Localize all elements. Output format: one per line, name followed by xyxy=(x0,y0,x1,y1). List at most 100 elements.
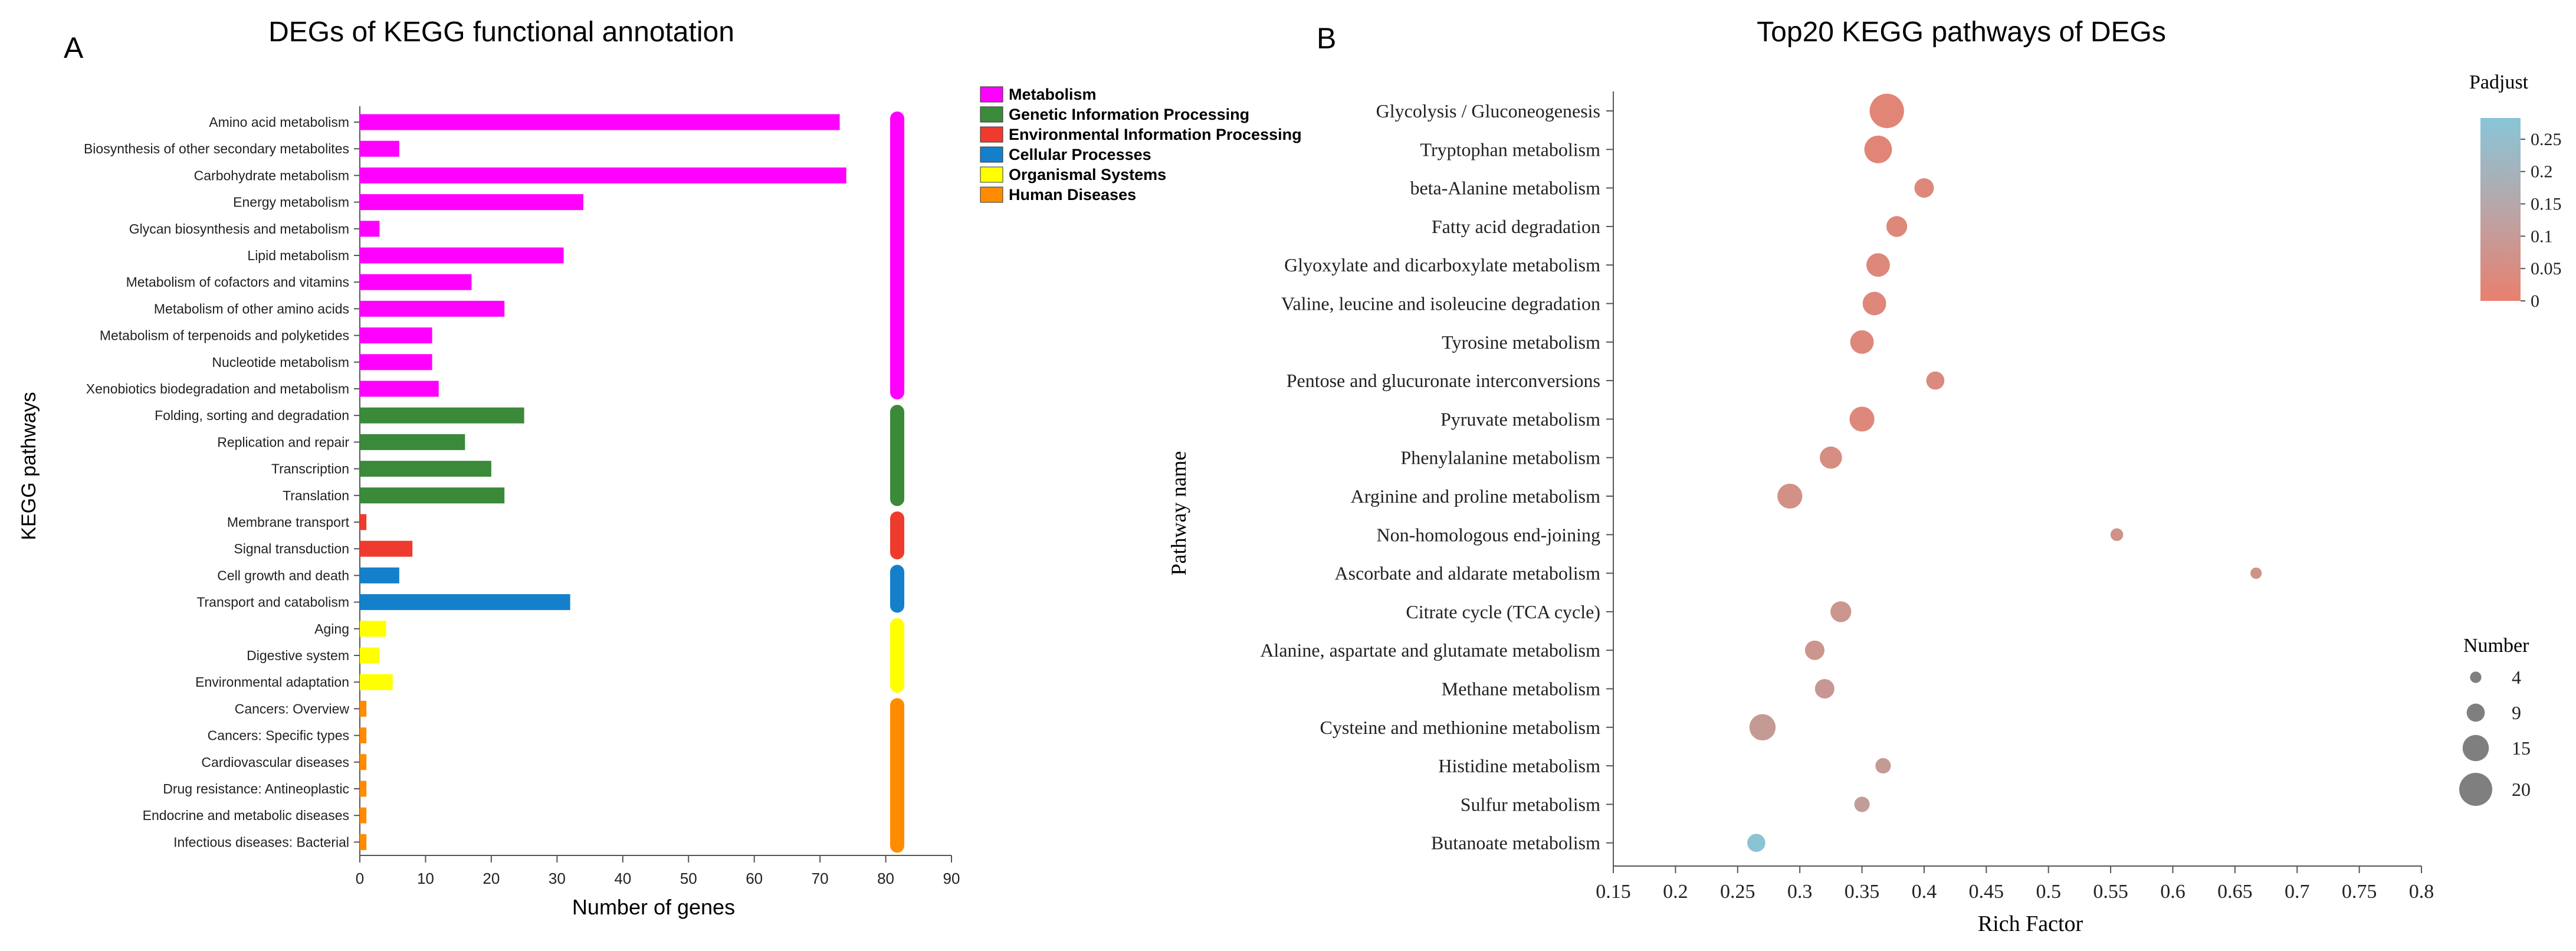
bar xyxy=(360,407,524,424)
x-tick-label: 40 xyxy=(614,870,631,887)
x-tick-label: 0.25 xyxy=(1720,881,1755,903)
x-tick-label: 0.75 xyxy=(2342,881,2377,903)
x-tick-label: 0.3 xyxy=(1787,881,1813,903)
category-label: Lipid metabolism xyxy=(247,248,349,263)
category-label: Cancers: Overview xyxy=(235,701,350,716)
point xyxy=(1914,178,1934,198)
point xyxy=(1866,253,1890,277)
panel-b-label: B xyxy=(1317,22,1336,55)
padjust-colorbar-ticks: 0.25 0.2 0.15 0.1 0.05 0 xyxy=(2521,130,2562,311)
x-tick-label: 0.4 xyxy=(1912,881,1937,903)
number-size-legend: 4 9 15 20 xyxy=(2459,667,2531,806)
category-label: Transcription xyxy=(271,461,349,477)
group-band xyxy=(890,112,904,399)
point xyxy=(1849,406,1875,432)
pathway-label: Citrate cycle (TCA cycle) xyxy=(1406,601,1600,622)
bar xyxy=(360,247,564,264)
category-label: Endocrine and metabolic diseases xyxy=(143,808,349,823)
category-label: Cardiovascular diseases xyxy=(201,755,349,770)
size-legend-label: 4 xyxy=(2512,667,2521,688)
point xyxy=(1747,834,1766,852)
x-tick-label: 0.7 xyxy=(2285,881,2310,903)
x-tick-label: 0.2 xyxy=(1663,881,1688,903)
group-band xyxy=(890,565,904,613)
legend-swatch xyxy=(980,186,1003,203)
x-tick-label: 0.35 xyxy=(1845,881,1880,903)
pathway-label: Alanine, aspartate and glutamate metabol… xyxy=(1260,640,1600,661)
point xyxy=(1850,330,1874,354)
legend-label: Organismal Systems xyxy=(1009,166,1166,183)
bar xyxy=(360,834,367,850)
panel-b-points xyxy=(1747,93,2262,852)
number-legend-title: Number xyxy=(2463,635,2529,657)
legend-label: Genetic Information Processing xyxy=(1009,106,1249,123)
bar xyxy=(360,781,367,797)
panel-b-x-ticks: 0.15 0.2 0.25 0.3 0.35 0.4 0.45 0.5 0.55 0.6 0.65 0… xyxy=(1596,866,2434,903)
category-label: Carbohydrate metabolism xyxy=(194,168,349,183)
bar xyxy=(360,540,413,557)
panel-a-category-labels: Amino acid metabolism Biosynthesis of oth… xyxy=(84,114,360,850)
category-label: Translation xyxy=(283,488,349,503)
size-legend-label: 9 xyxy=(2512,702,2521,723)
bar xyxy=(360,621,386,637)
size-legend-label: 15 xyxy=(2512,737,2531,759)
panel-a-label: A xyxy=(64,31,84,64)
size-legend-circle xyxy=(2470,671,2482,683)
panel-a-title: DEGs of KEGG functional annotation xyxy=(268,17,734,48)
group-band xyxy=(890,405,904,506)
size-legend-circle xyxy=(2459,773,2492,806)
pathway-label: Cysteine and methionine metabolism xyxy=(1320,717,1601,738)
category-label: Drug resistance: Antineoplastic xyxy=(163,781,349,796)
panel-a-group-bands xyxy=(890,112,904,853)
panel-b-title: Top20 KEGG pathways of DEGs xyxy=(1757,17,2166,48)
padjust-legend-title: Padjust xyxy=(2469,71,2529,93)
bar xyxy=(360,327,432,344)
pathway-label: Phenylalanine metabolism xyxy=(1400,447,1600,468)
panel-a-legend: Metabolism Genetic Information Processing… xyxy=(980,86,1302,204)
colorbar-tick-label: 0.1 xyxy=(2531,227,2553,246)
point xyxy=(1777,483,1803,509)
point xyxy=(1804,640,1824,660)
pathway-label: Pyruvate metabolism xyxy=(1440,408,1600,429)
legend-swatch xyxy=(980,166,1003,183)
pathway-label: Fatty acid degradation xyxy=(1432,216,1600,237)
point xyxy=(1875,758,1891,774)
pathway-label: Glyoxylate and dicarboxylate metabolism xyxy=(1284,254,1600,276)
bar xyxy=(360,514,367,530)
legend-swatch xyxy=(980,146,1003,163)
bar xyxy=(360,807,367,824)
x-tick-label: 0.55 xyxy=(2093,881,2128,903)
bar xyxy=(360,461,491,477)
group-band xyxy=(890,618,904,693)
point xyxy=(1869,93,1904,129)
point xyxy=(2110,528,2124,542)
x-tick-label: 0.15 xyxy=(1596,881,1631,903)
bar xyxy=(360,647,380,664)
group-band xyxy=(890,511,904,560)
category-label: Metabolism of other amino acids xyxy=(154,301,349,316)
category-label: Infectious diseases: Bacterial xyxy=(173,834,349,850)
x-tick-label: 0.45 xyxy=(1969,881,2004,903)
bar xyxy=(360,727,367,744)
point xyxy=(1749,714,1776,741)
point xyxy=(1886,216,1908,237)
bar xyxy=(360,487,505,504)
size-legend-circle xyxy=(2462,734,2489,762)
category-label: Folding, sorting and degradation xyxy=(155,408,349,423)
bar xyxy=(360,354,432,370)
pathway-label: Arginine and proline metabolism xyxy=(1351,486,1600,507)
category-label: Replication and repair xyxy=(217,434,349,450)
pathway-label: Glycolysis / Gluconeogenesis xyxy=(1376,100,1600,122)
colorbar-tick-label: 0.25 xyxy=(2531,130,2562,149)
colorbar-tick-label: 0.05 xyxy=(2531,259,2562,278)
bar xyxy=(360,140,399,157)
bar xyxy=(360,381,439,397)
panel-b: B Top20 KEGG pathways of DEGs Pathway na… xyxy=(1167,17,2562,936)
x-tick-label: 70 xyxy=(812,870,829,887)
point xyxy=(1814,679,1835,699)
pathway-label: Tryptophan metabolism xyxy=(1420,139,1601,160)
size-legend-circle xyxy=(2466,703,2485,722)
x-tick-label: 90 xyxy=(943,870,960,887)
padjust-colorbar xyxy=(2480,118,2521,301)
